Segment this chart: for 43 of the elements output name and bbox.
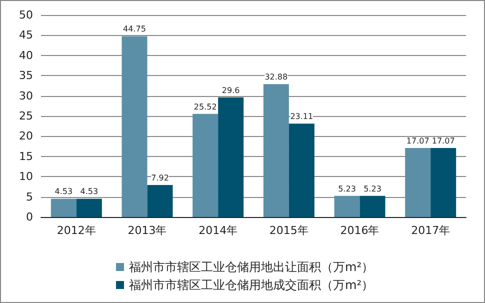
x-tick-label: 2014年 [198,224,238,237]
bar [263,84,289,217]
y-tick-label: 45 [19,28,33,42]
bar [405,148,431,217]
y-tick-label: 20 [19,130,33,143]
legend-label: 福州市市辖区工业仓储用地成交面积（万m²） [129,278,374,292]
data-label: 17.07 [406,136,430,146]
bar [288,124,314,217]
data-label: 5.23 [364,184,382,194]
y-tick-label: 5 [26,190,33,204]
y-tick-label: 25 [19,110,33,122]
bar [76,198,102,217]
bar [50,198,76,217]
x-tick-label: 2015年 [269,224,308,237]
bar [218,97,244,217]
x-tick-label: 2012年 [56,224,96,237]
bar [360,196,386,217]
y-tick-label: 10 [19,170,33,184]
y-tick-label: 30 [19,89,33,102]
legend-label: 福州市市辖区工业仓储用地出让面积（万m²） [129,260,374,274]
data-label: 7.92 [151,174,169,183]
data-label: 5.23 [338,184,356,194]
x-tick-label: 2016年 [340,224,380,237]
data-label: 44.75 [123,24,146,34]
data-label: 4.53 [54,187,73,196]
y-tick-label: 35 [19,69,33,82]
data-label: 25.52 [194,102,217,112]
y-tick-label: 40 [19,48,33,62]
data-label: 23.11 [290,112,314,122]
y-tick-label: 15 [19,150,33,163]
data-label: 32.88 [264,72,288,82]
bar [430,148,456,217]
data-label: 4.53 [80,187,98,196]
bar [334,196,360,217]
bar [147,185,173,217]
x-tick-label: 2013年 [128,224,167,237]
data-label: 17.07 [432,136,455,146]
x-tick-label: 2017年 [411,224,450,237]
bar [192,114,218,217]
y-tick-label: 50 [19,8,33,22]
bar [122,36,148,217]
y-tick-label: 0 [26,210,33,224]
data-label: 29.6 [222,86,240,95]
